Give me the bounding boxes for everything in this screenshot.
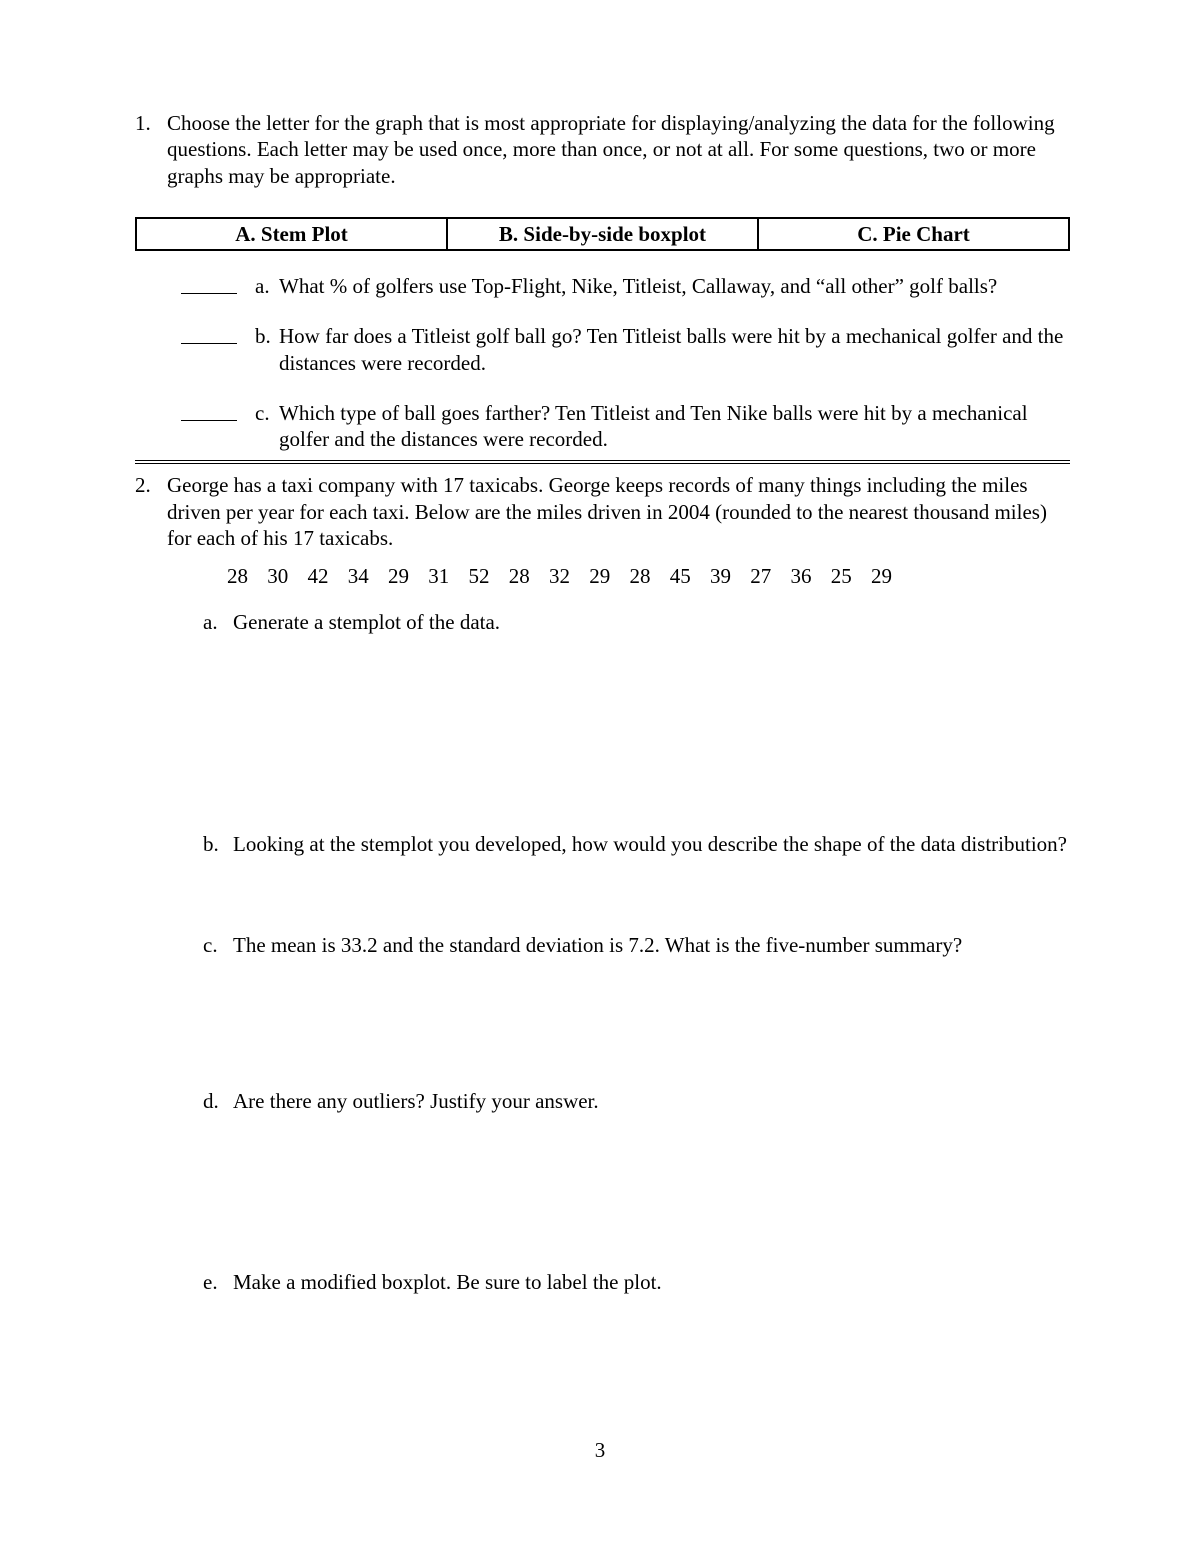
q1-sub-a: a. What % of golfers use Top-Flight, Nik… xyxy=(181,273,1070,299)
page-number: 3 xyxy=(0,1437,1200,1463)
sub-text: Make a modified boxplot. Be sure to labe… xyxy=(233,1269,1070,1295)
answer-blank[interactable] xyxy=(181,326,237,344)
q2-prompt: George has a taxi company with 17 taxica… xyxy=(167,473,1047,550)
sub-text: Which type of ball goes farther? Ten Tit… xyxy=(279,400,1070,453)
question-2: 2. George has a taxi company with 17 tax… xyxy=(135,472,1070,1295)
sub-text: How far does a Titleist golf ball go? Te… xyxy=(279,323,1070,376)
sub-letter: b. xyxy=(203,831,233,857)
sub-letter: e. xyxy=(203,1269,233,1295)
sub-text: Generate a stemplot of the data. xyxy=(233,609,1070,635)
choice-a: A. Stem Plot xyxy=(136,218,447,250)
q2-sub-c: c. The mean is 33.2 and the standard dev… xyxy=(167,932,1070,958)
choice-b: B. Side-by-side boxplot xyxy=(447,218,758,250)
sub-text: Looking at the stemplot you developed, h… xyxy=(233,831,1070,857)
sub-text: Are there any outliers? Justify your ans… xyxy=(233,1088,1070,1114)
q1-prompt: Choose the letter for the graph that is … xyxy=(167,111,1055,188)
question-1: 1. Choose the letter for the graph that … xyxy=(135,110,1070,189)
answer-blank[interactable] xyxy=(181,276,237,294)
sub-letter: a. xyxy=(203,609,233,635)
sub-letter: c. xyxy=(203,932,233,958)
q1-sub-c: c. Which type of ball goes farther? Ten … xyxy=(181,400,1070,453)
q2-data-values: 28 30 42 34 29 31 52 28 32 29 28 45 39 2… xyxy=(167,551,1070,609)
sub-letter: a. xyxy=(255,273,279,299)
answer-blank[interactable] xyxy=(181,403,237,421)
sub-letter: c. xyxy=(255,400,279,426)
q1-body: Choose the letter for the graph that is … xyxy=(167,110,1070,189)
worksheet-page: 1. Choose the letter for the graph that … xyxy=(0,0,1200,1553)
sub-text: The mean is 33.2 and the standard deviat… xyxy=(233,932,1070,958)
q1-sub-list: a. What % of golfers use Top-Flight, Nik… xyxy=(135,273,1070,452)
q2-sub-e: e. Make a modified boxplot. Be sure to l… xyxy=(167,1269,1070,1295)
q1-sub-b: b. How far does a Titleist golf ball go?… xyxy=(181,323,1070,376)
q1-number: 1. xyxy=(135,110,167,136)
sub-letter: b. xyxy=(255,323,279,349)
q2-sub-b: b. Looking at the stemplot you developed… xyxy=(167,831,1070,857)
q2-sub-d: d. Are there any outliers? Justify your … xyxy=(167,1088,1070,1114)
choice-table: A. Stem Plot B. Side-by-side boxplot C. … xyxy=(135,217,1070,251)
q2-sub-a: a. Generate a stemplot of the data. xyxy=(167,609,1070,635)
q2-number: 2. xyxy=(135,472,167,498)
sub-letter: d. xyxy=(203,1088,233,1114)
section-divider xyxy=(135,460,1070,464)
sub-text: What % of golfers use Top-Flight, Nike, … xyxy=(279,273,1070,299)
choice-c: C. Pie Chart xyxy=(758,218,1069,250)
q2-body: George has a taxi company with 17 taxica… xyxy=(167,472,1070,1295)
